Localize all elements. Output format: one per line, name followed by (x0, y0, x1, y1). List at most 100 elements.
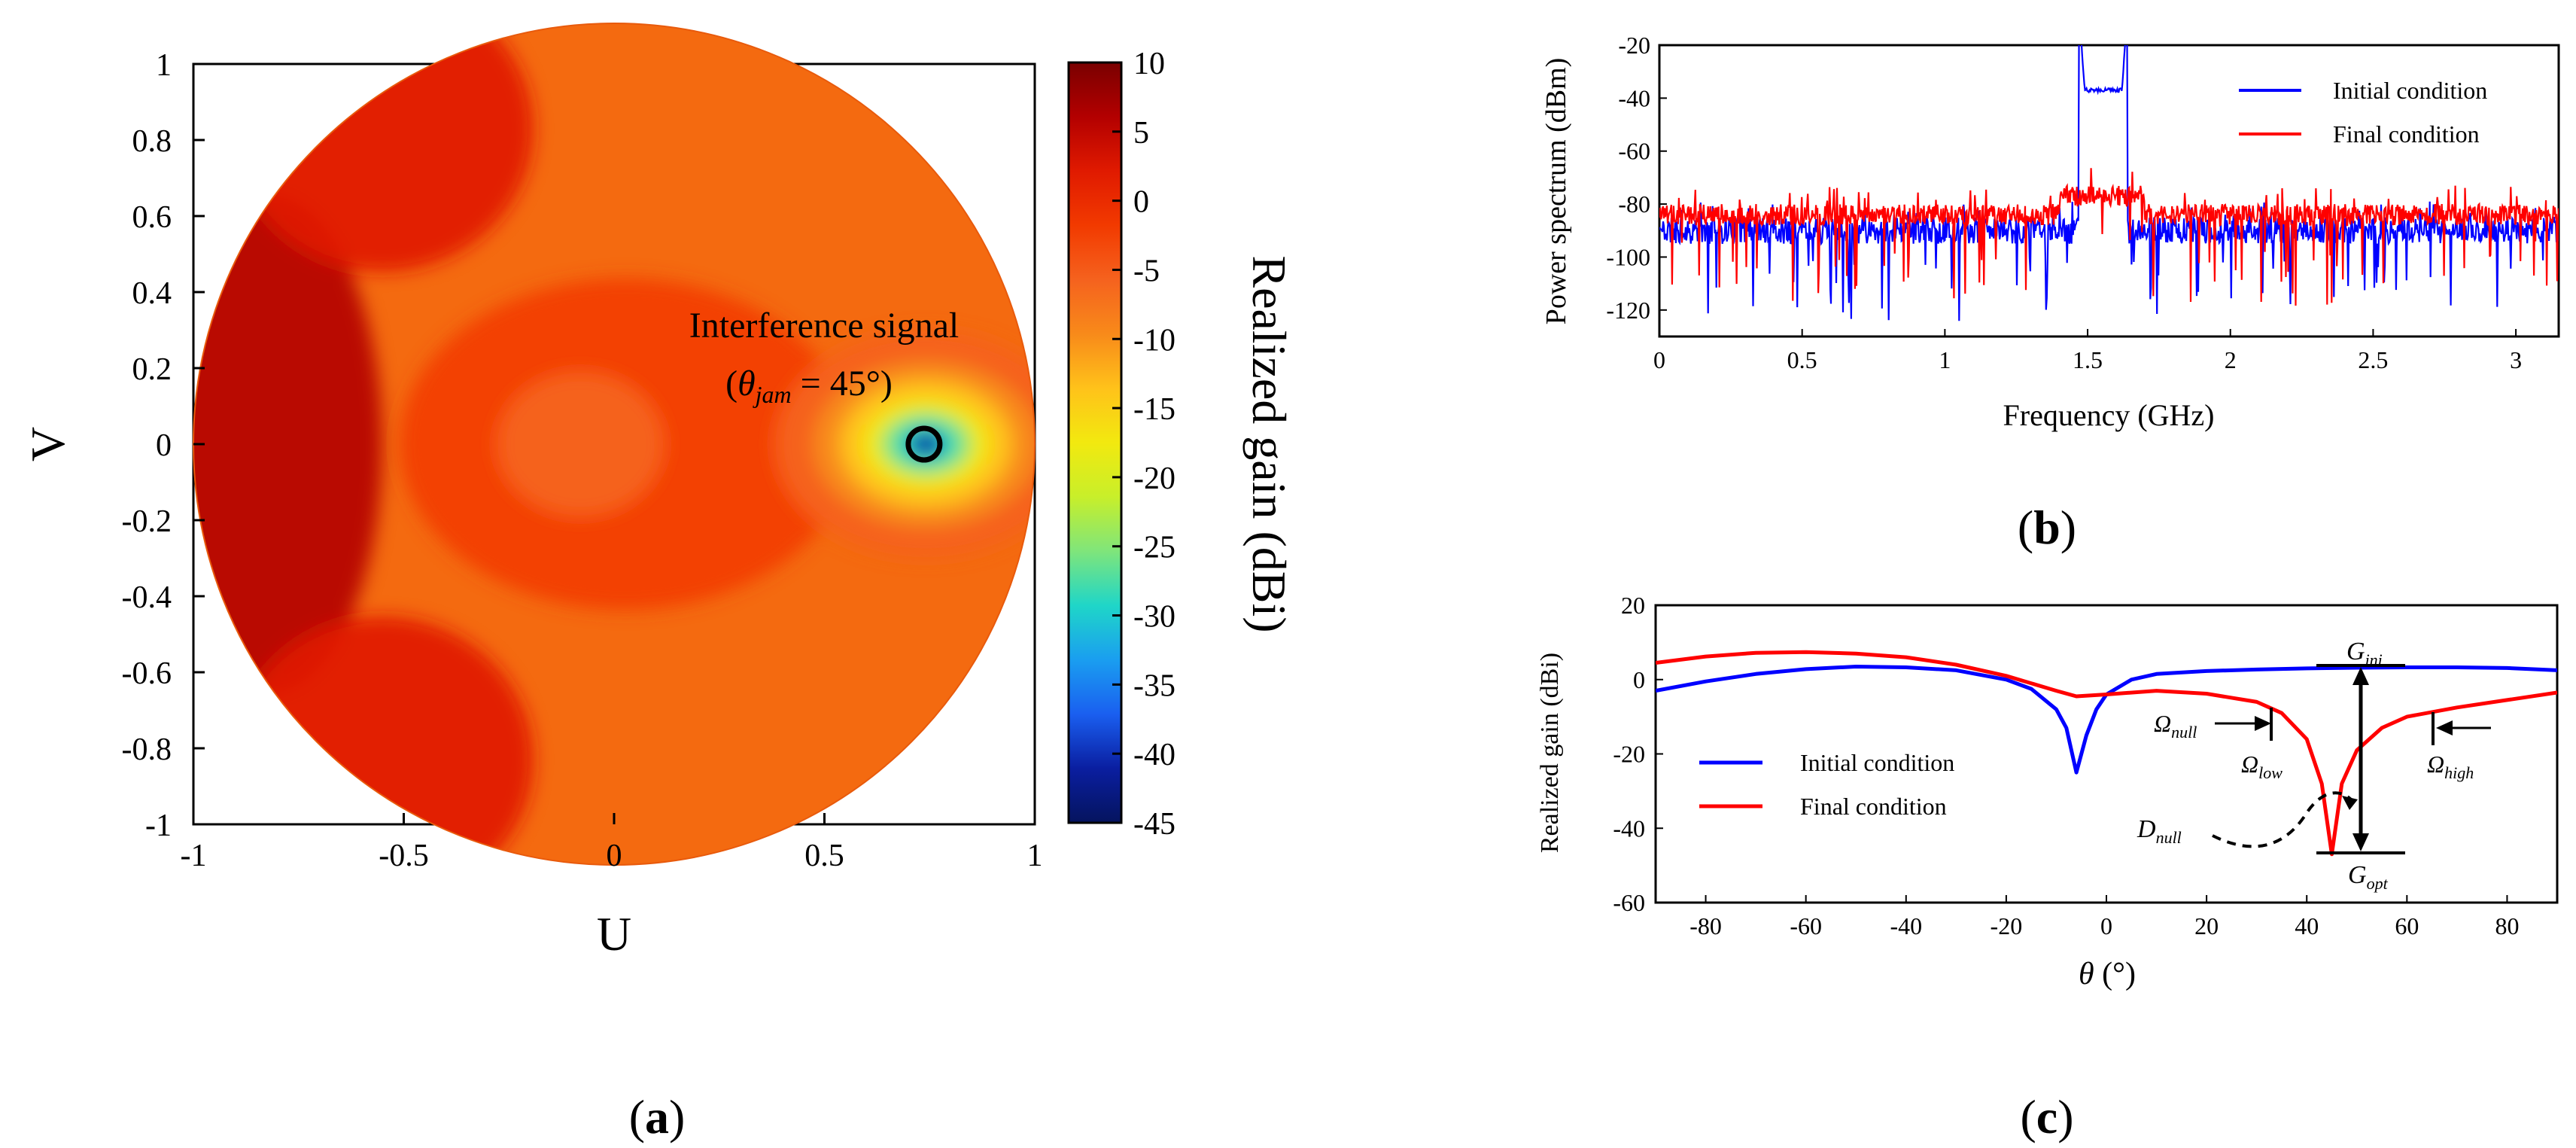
panel-c-y-tick-label: 20 (1621, 592, 1645, 619)
d-null-arrow-head (2342, 796, 2358, 810)
panel-b-y-axis-label: Power spectrum (dBm) (1540, 58, 1572, 325)
g-ini-label: Gini (2346, 638, 2383, 669)
interference-angle-label: (θjam = 45°) (725, 364, 893, 408)
panel-c-x-tick-label: -60 (1790, 912, 1822, 939)
panel-a-y-tick-label: -0.8 (122, 732, 172, 767)
omega-null-label: Ωnull (2154, 710, 2197, 741)
gain-annotations: Gini Gopt Dnull Ωnull Ωlow Ωhigh (2137, 638, 2491, 893)
panel-b-x-tick-label: 0.5 (1787, 346, 1817, 373)
colorbar-tick-label: -10 (1133, 323, 1175, 358)
panel-a-y-axis-label: V (21, 427, 75, 461)
panel-a-x-tick-label: 1 (1027, 839, 1043, 873)
panel-a-y-tick-label: 0.6 (132, 200, 172, 235)
colorbar-tick-label: -30 (1133, 600, 1175, 635)
panel-b-y-tick-label: -60 (1618, 138, 1650, 165)
colorbar-tick-label: -15 (1133, 392, 1175, 427)
panel-c-x-tick-label: -80 (1689, 912, 1722, 939)
gain-null-ring (909, 432, 943, 456)
colorbar-tick-label: -35 (1133, 668, 1175, 703)
panel-b-x-tick-label: 1.5 (2073, 346, 2103, 373)
panel-b-x-tick-label: 2.5 (2358, 346, 2388, 373)
gain-lobe (193, 196, 382, 693)
panel-a-y-tick-label: -1 (145, 808, 172, 843)
panel-a-y-tick-label: 0.8 (132, 124, 172, 159)
colorbar-tick-label: 0 (1133, 185, 1149, 220)
panel-c-axes-box (1654, 604, 2559, 904)
omega-high-label: Ωhigh (2427, 751, 2474, 782)
panel-a-y-tick-label: -0.6 (122, 656, 172, 691)
colorbar-tick-label: -45 (1133, 807, 1175, 842)
panel-c-y-tick-label: 0 (1633, 666, 1645, 693)
panel-b-x-tick-label: 3 (2510, 346, 2522, 373)
panel-c-x-tick-label: 20 (2194, 912, 2219, 939)
panel-c-x-tick-label: -40 (1890, 912, 1922, 939)
panel-a-y-tick-label: -0.2 (122, 504, 172, 539)
gain-line-final (1656, 650, 2557, 857)
panel-c-x-axis-label: θ (°) (2079, 957, 2136, 991)
omega-low-label: Ωlow (2241, 751, 2283, 782)
panel-a-x-tick-label: -0.5 (379, 839, 429, 873)
panel-c-x-tick-label: 0 (2100, 912, 2112, 939)
panel-b-y-tick-label: -80 (1618, 190, 1650, 218)
panel-b-y-tick-label: -20 (1618, 32, 1650, 59)
d-null-label: Dnull (2137, 815, 2182, 847)
panel-b-axes-box (1658, 44, 2560, 338)
panel-a-x-axis-label: U (597, 907, 631, 961)
colorbar-tick-label: -20 (1133, 461, 1175, 496)
panel-c-x-tick-label: 80 (2495, 912, 2519, 939)
panel-c-y-tick-label: -20 (1613, 741, 1645, 768)
d-null-curve (2212, 791, 2356, 848)
spectrum-line-final (1659, 168, 2559, 306)
panel-b-y-tick-label: -100 (1606, 243, 1650, 270)
panel-a-y-tick-label: 1 (156, 48, 172, 83)
gain-line-initial (1656, 665, 2557, 775)
panel-c-x-tick-label: 40 (2295, 912, 2319, 939)
panel-a-label: (a) (629, 1090, 686, 1143)
panel-b-x-tick-label: 1 (1939, 346, 1951, 373)
gain-lobe (497, 373, 664, 516)
legend-label-initial: Initial condition (2333, 77, 2487, 104)
panel-b-label: (b) (2018, 501, 2076, 554)
panel-b-power-spectrum: 0 0.5 1 1.5 2 2.5 3 -20 -40 -60 -80 -100 -120 Initi… (1540, 32, 2560, 554)
panel-c-y-tick-label: -40 (1613, 815, 1645, 842)
colorbar-tick-label: -5 (1133, 254, 1160, 288)
panel-b-y-tick-label: -120 (1606, 297, 1650, 324)
colorbar-tick-label: -40 (1133, 738, 1175, 772)
omega-null-arrow-head (2255, 716, 2271, 731)
panel-c-x-tick-label: 60 (2395, 912, 2419, 939)
panel-b-x-axis-label: Frequency (GHz) (2003, 398, 2215, 432)
panel-c-realized-gain: -80 -60 -40 -20 0 20 40 60 80 20 0 -20 -40 -60 Initi… (1536, 592, 2559, 1143)
arrow-head-up (2352, 667, 2369, 685)
colorbar-tick-label: -25 (1133, 531, 1175, 565)
omega-high-arrow-head (2436, 720, 2453, 735)
colorbar-tick-label: 10 (1133, 47, 1165, 81)
panel-a-x-tick-label: 0 (607, 839, 622, 873)
legend-label-final: Final condition (2333, 120, 2480, 148)
panel-b-y-tick-label: -40 (1618, 84, 1650, 111)
panel-a-uv-gain-map: -1 -0.5 0 0.5 1 1 0.8 0.6 0.4 0.2 0 -0.2 -0.4 -0.6 -0… (21, 23, 1296, 1143)
legend-label-initial: Initial condition (1800, 749, 1954, 776)
g-opt-label: Gopt (2348, 861, 2389, 893)
panel-a-x-tick-label: -1 (181, 839, 207, 873)
colorbar (1067, 61, 1123, 824)
interference-label: Interference signal (689, 306, 959, 346)
panel-b-x-tick-label: 2 (2225, 346, 2237, 373)
panel-c-y-tick-label: -60 (1613, 889, 1645, 916)
panel-a-x-tick-label: 0.5 (804, 839, 844, 873)
panel-b-legend: Initial condition Final condition (2239, 77, 2487, 148)
panel-a-y-tick-label: 0.4 (132, 276, 172, 311)
panel-c-y-axis-label: Realized gain (dBi) (1536, 653, 1564, 853)
arrow-head-down (2352, 833, 2369, 851)
interference-marker (905, 425, 943, 463)
colorbar-tick-label: 5 (1133, 116, 1149, 151)
legend-label-final: Final condition (1800, 793, 1947, 820)
panel-a-y-tick-label: 0 (156, 428, 172, 463)
panel-a-y-tick-label: -0.4 (122, 580, 172, 615)
panel-c-legend: Initial condition Final condition (1699, 749, 1954, 820)
panel-c-label: (c) (2020, 1090, 2073, 1143)
panel-c-x-tick-label: -20 (1991, 912, 2023, 939)
panel-a-y-tick-label: 0.2 (132, 352, 172, 387)
colorbar-label: Realized gain (dBi) (1242, 255, 1296, 632)
panel-b-x-tick-label: 0 (1653, 346, 1665, 373)
